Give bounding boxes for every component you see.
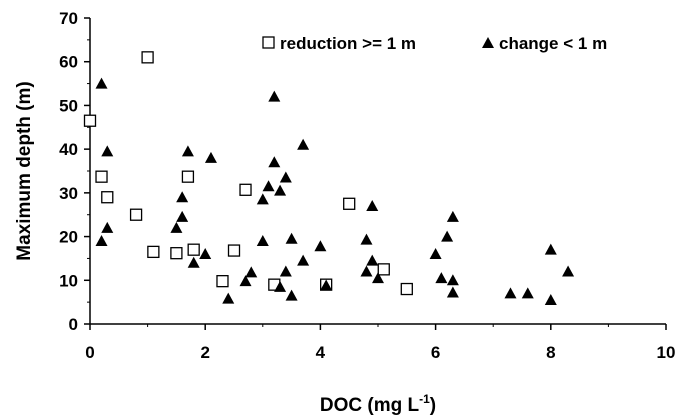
data-point-change: [360, 265, 373, 277]
data-point-change: [521, 287, 534, 299]
data-point-reduction: [181, 170, 195, 183]
y-tick-label: 10: [59, 271, 78, 290]
data-point-change: [187, 256, 200, 268]
data-point-change: [101, 145, 114, 157]
data-point-reduction: [129, 208, 143, 221]
data-point-reduction: [83, 114, 97, 127]
data-point-change: [199, 248, 212, 260]
data-point-reduction: [101, 191, 114, 204]
x-tick-label: 6: [431, 343, 440, 362]
x-tick-label: 8: [546, 343, 555, 362]
data-point-reduction: [343, 197, 356, 210]
data-point-change: [544, 293, 557, 305]
x-tick-label: 10: [657, 343, 676, 362]
data-point-reduction: [147, 245, 160, 259]
data-point-change: [446, 286, 459, 298]
legend-label-change: change < 1 m: [499, 34, 607, 53]
x-axis-title: DOC (mg L-1): [320, 392, 436, 416]
data-point-reduction: [239, 183, 252, 196]
data-point-change: [256, 234, 269, 246]
y-tick-label: 30: [59, 184, 78, 203]
y-tick-label: 20: [59, 228, 78, 247]
data-point-reduction: [95, 170, 108, 183]
data-point-change: [268, 90, 281, 102]
data-point-change: [274, 280, 287, 292]
data-point-reduction: [141, 51, 154, 64]
data-point-change: [239, 275, 252, 287]
data-point-change: [222, 292, 235, 304]
x-tick-label: 2: [200, 343, 209, 362]
data-point-change: [285, 289, 298, 301]
data-point-change: [245, 266, 258, 278]
data-points: [83, 51, 575, 305]
data-point-reduction: [216, 275, 229, 288]
x-axis-title-sup: -1: [419, 392, 430, 406]
ticks: [84, 17, 667, 330]
y-tick-label: 70: [59, 9, 78, 28]
data-point-change: [435, 272, 448, 284]
data-point-change: [297, 254, 310, 266]
legend-label-reduction: reduction >= 1 m: [280, 34, 416, 53]
data-point-reduction: [227, 244, 241, 257]
data-point-reduction: [187, 243, 200, 256]
data-point-change: [279, 171, 292, 183]
data-point-change: [504, 287, 517, 299]
data-point-change: [446, 210, 459, 222]
data-point-change: [372, 272, 384, 284]
data-point-change: [95, 77, 108, 89]
data-point-reduction: [400, 282, 413, 296]
data-point-reduction: [170, 247, 183, 260]
data-point-change: [101, 221, 114, 233]
data-point-change: [441, 230, 454, 242]
data-point-change: [262, 180, 275, 192]
data-point-reduction: [377, 263, 390, 276]
y-axis-title: Maximum depth (m): [14, 81, 35, 260]
data-point-change: [176, 191, 189, 203]
data-point-change: [95, 234, 108, 246]
x-tick-label: 0: [85, 343, 94, 362]
x-tick-label: 4: [316, 343, 326, 362]
tick-labels: 0 10 20 30 40 50 60 70 0 2 4 6 8 10: [59, 9, 675, 362]
legend-marker-square: [262, 36, 275, 49]
data-point-change: [256, 193, 269, 205]
data-point-change: [429, 248, 442, 260]
y-tick-label: 60: [59, 53, 78, 72]
data-point-change: [279, 265, 292, 277]
data-point-change: [181, 145, 194, 157]
data-point-change: [360, 233, 373, 245]
data-point-change: [562, 265, 575, 277]
data-point-change: [176, 210, 189, 222]
data-point-change: [366, 199, 379, 211]
x-axis-title-main: DOC (mg L: [320, 395, 420, 416]
data-point-change: [170, 221, 183, 233]
legend: reduction >= 1 m change < 1 m: [262, 34, 607, 53]
data-point-change: [274, 184, 287, 196]
data-point-change: [544, 243, 557, 255]
y-tick-label: 40: [59, 140, 78, 159]
data-point-change: [314, 240, 327, 252]
data-point-change: [204, 151, 217, 163]
data-point-change: [268, 156, 281, 168]
data-point-change: [366, 254, 379, 266]
y-tick-label: 0: [69, 315, 78, 334]
legend-marker-triangle: [482, 37, 494, 48]
data-point-change: [285, 232, 298, 244]
data-point-change: [446, 274, 459, 286]
x-axis-title-end: ): [430, 395, 436, 416]
data-point-change: [320, 279, 333, 291]
data-point-change: [297, 138, 310, 150]
y-tick-label: 50: [59, 96, 78, 115]
